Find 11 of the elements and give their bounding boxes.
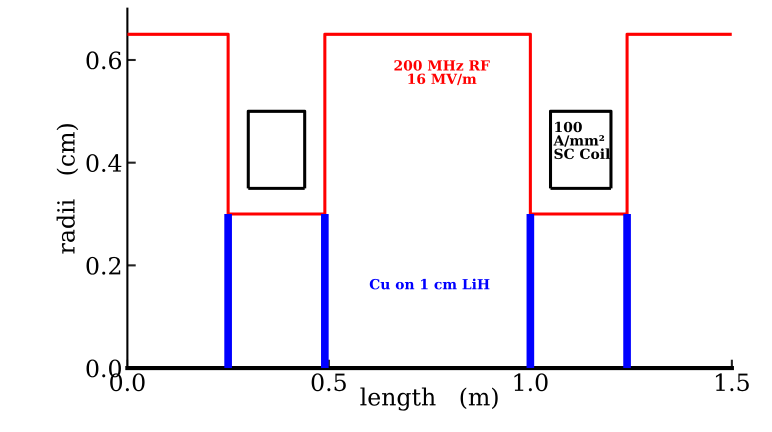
x-tick-label: 1.5 xyxy=(716,373,749,392)
x-axis-title: length (m) xyxy=(360,387,498,411)
y-tick-label: 0.2 xyxy=(86,256,120,275)
annotation: 100 A/mm² SC Coil xyxy=(553,122,610,160)
y-axis-title: radii (cm) xyxy=(56,124,78,254)
y-tick-label: 0.6 xyxy=(86,51,122,70)
x-tick-label: 1.0 xyxy=(514,373,548,392)
annotation: Cu on 1 cm LiH xyxy=(370,278,490,290)
x-tick-label: 0.5 xyxy=(312,373,346,392)
annotation: 200 MHz RF 16 MV/m xyxy=(394,60,490,86)
y-tick-label: 0.4 xyxy=(86,154,122,172)
